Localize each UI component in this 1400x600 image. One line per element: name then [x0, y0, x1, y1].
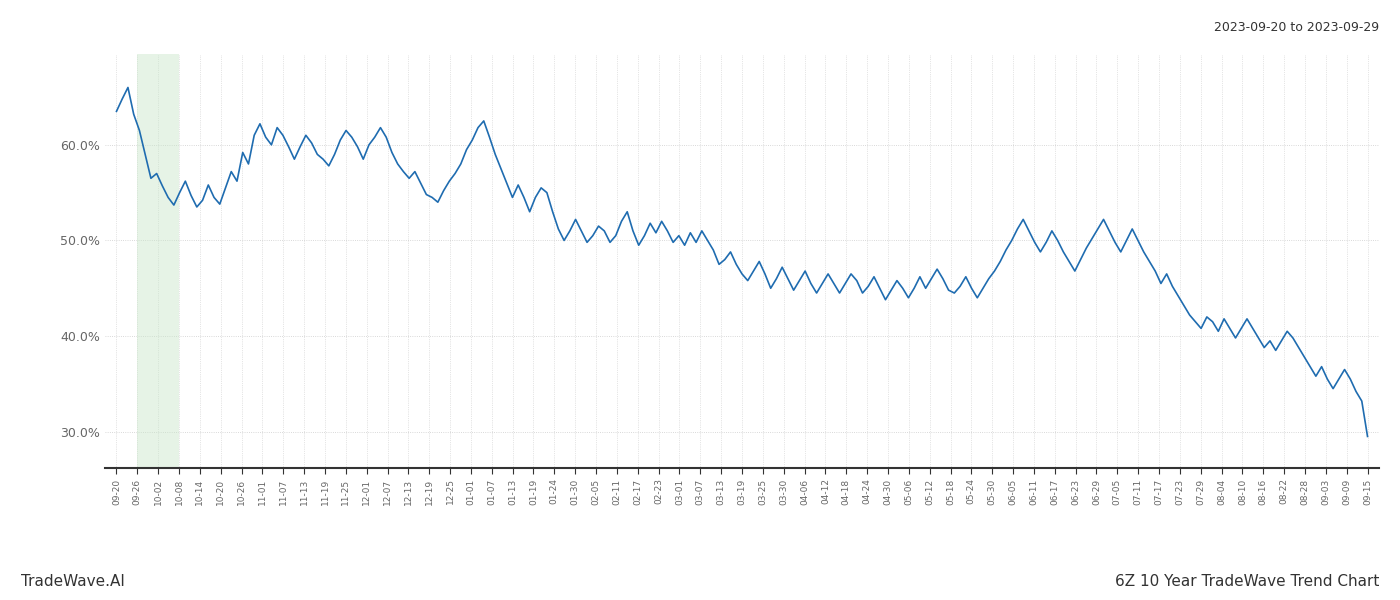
Text: 2023-09-20 to 2023-09-29: 2023-09-20 to 2023-09-29 [1214, 21, 1379, 34]
Text: TradeWave.AI: TradeWave.AI [21, 574, 125, 589]
Bar [137, 54, 179, 468]
Text: 6Z 10 Year TradeWave Trend Chart: 6Z 10 Year TradeWave Trend Chart [1114, 574, 1379, 589]
